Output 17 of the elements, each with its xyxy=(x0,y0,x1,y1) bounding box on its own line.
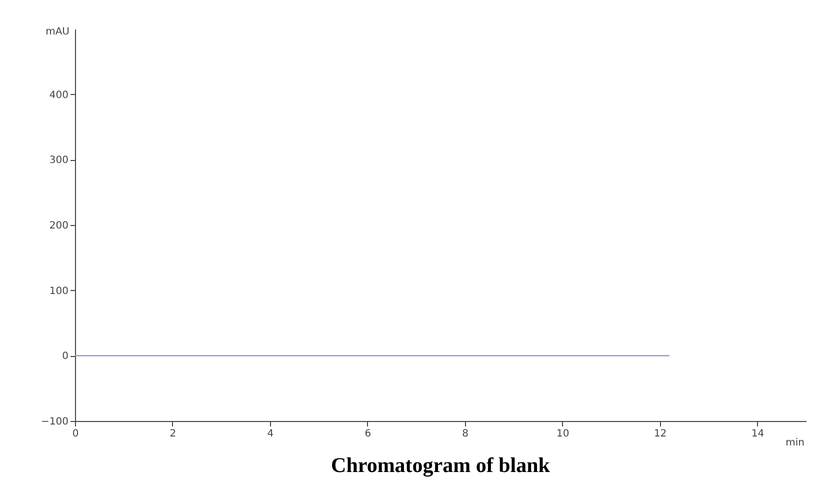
x-tick-label: 10 xyxy=(556,428,570,440)
x-axis-title: min xyxy=(786,438,804,448)
x-tick-label: 0 xyxy=(72,428,79,440)
y-axis-title: mAU xyxy=(46,26,70,38)
x-tick-label: 8 xyxy=(462,428,469,440)
x-tick-label: 6 xyxy=(364,428,372,440)
y-tick-label: 400 xyxy=(49,90,68,101)
y-tick-label: 200 xyxy=(49,220,68,232)
y-tick-label: 300 xyxy=(49,155,68,166)
y-tick-label: 0 xyxy=(62,351,68,362)
x-tick-label: 14 xyxy=(751,428,764,440)
x-tick-label: 2 xyxy=(170,428,176,440)
x-tick-label: 12 xyxy=(654,428,667,440)
text: Chromatogram of blank xyxy=(331,453,550,477)
x-tick-label: 4 xyxy=(267,428,274,440)
y-tick-label: −100 xyxy=(41,416,68,428)
y-tick-label: 100 xyxy=(49,286,68,297)
